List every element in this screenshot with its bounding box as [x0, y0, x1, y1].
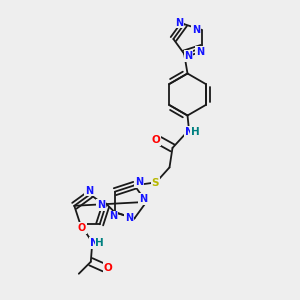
- Text: N: N: [175, 18, 183, 28]
- Text: N: N: [97, 200, 105, 210]
- Text: N: N: [85, 185, 93, 196]
- Text: N: N: [125, 213, 133, 224]
- Text: S: S: [151, 178, 159, 188]
- Text: N: N: [90, 238, 98, 248]
- Text: O: O: [104, 263, 112, 273]
- Text: N: N: [135, 177, 143, 188]
- Text: N: N: [110, 211, 118, 221]
- Text: N: N: [185, 127, 194, 137]
- Text: N: N: [192, 25, 200, 35]
- Text: H: H: [191, 127, 200, 137]
- Text: O: O: [151, 135, 160, 145]
- Text: N: N: [139, 194, 147, 204]
- Text: O: O: [78, 223, 86, 233]
- Text: N: N: [196, 47, 204, 57]
- Text: H: H: [95, 238, 104, 248]
- Text: N: N: [184, 51, 192, 61]
